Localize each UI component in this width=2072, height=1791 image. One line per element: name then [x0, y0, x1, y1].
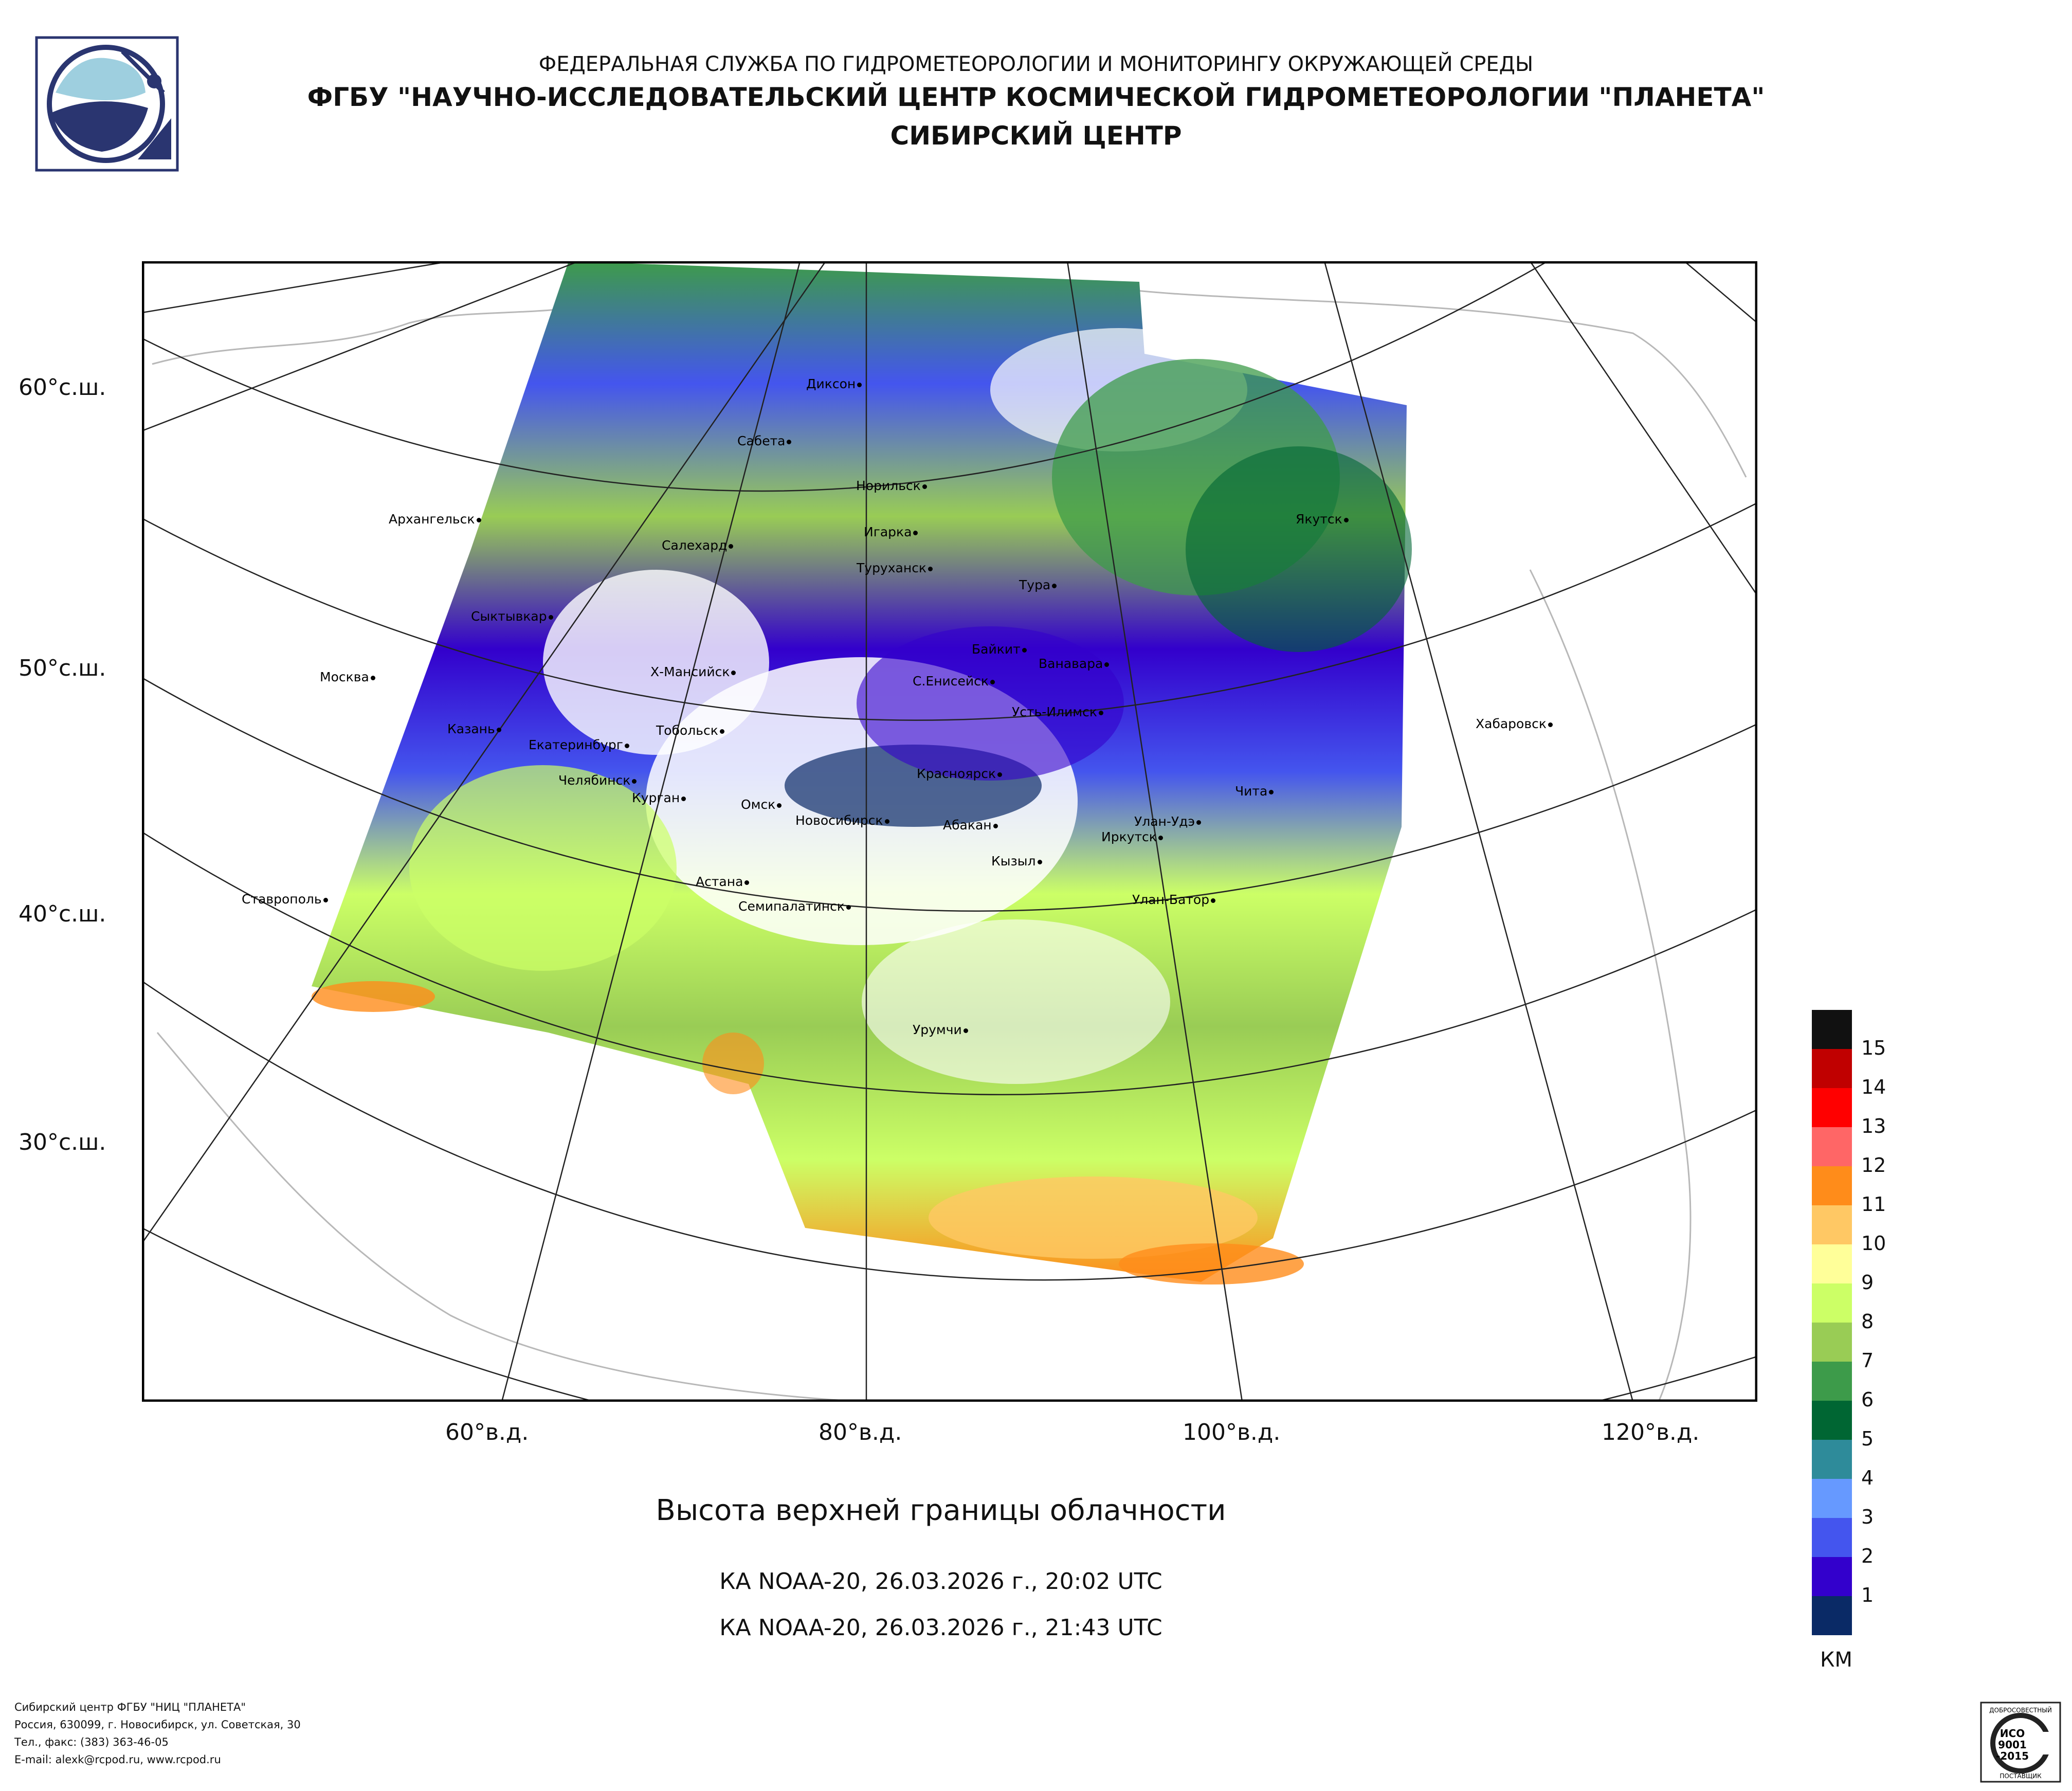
lon-label-120: 120°в.д.: [1602, 1419, 1700, 1445]
legend-swatch: [1812, 1283, 1852, 1323]
legend-label: 11: [1861, 1193, 1886, 1216]
legend-swatch: [1812, 1479, 1852, 1518]
lon-label-60: 60°в.д.: [445, 1419, 529, 1445]
legend-swatch: [1812, 1323, 1852, 1362]
legend-label: 13: [1861, 1115, 1886, 1137]
legend-swatch: [1812, 1127, 1852, 1166]
satellite-pass-2: КА NOAA-20, 26.03.2026 г., 21:43 UTC: [719, 1615, 1162, 1641]
city-label: Байкит: [972, 642, 1027, 657]
cert-line1: ИСО: [2000, 1727, 2025, 1740]
city-label: Норильск: [856, 478, 927, 493]
legend-label: 5: [1861, 1427, 1874, 1450]
city-label: Улан-Батор: [1132, 892, 1216, 907]
legend-swatch: [1812, 1010, 1852, 1049]
city-label: Урумчи: [913, 1022, 968, 1037]
legend-swatch: [1812, 1362, 1852, 1401]
footer-email: E-mail: alexk@rcpod.ru, www.rcpod.ru: [14, 1753, 221, 1766]
city-label: Чита: [1235, 784, 1274, 799]
city-label: Омск: [741, 797, 782, 812]
legend-swatch: [1812, 1440, 1852, 1479]
legend-label: 2: [1861, 1545, 1874, 1567]
city-label: Курган: [632, 790, 686, 805]
legend-swatch: [1812, 1166, 1852, 1205]
institute-title: ФГБУ "НАУЧНО-ИССЛЕДОВАТЕЛЬСКИЙ ЦЕНТР КОС…: [307, 82, 1765, 112]
city-label: Диксон: [806, 376, 862, 391]
city-label: Якутск: [1296, 512, 1349, 527]
city-label: Тобольск: [656, 723, 724, 738]
legend-swatch: [1812, 1401, 1852, 1440]
legend-label: 3: [1861, 1506, 1874, 1528]
legend-label: 1: [1861, 1584, 1874, 1606]
city-label: Казань: [447, 721, 501, 736]
lat-label-50: 50°с.ш.: [19, 655, 106, 681]
city-label: Улан-Удэ: [1134, 814, 1202, 829]
legend-label: 4: [1861, 1467, 1874, 1489]
lat-label-40: 40°с.ш.: [19, 901, 106, 927]
city-label: Екатеринбург: [529, 737, 629, 752]
footer-phone: Тел., факс: (383) 363-46-05: [14, 1736, 169, 1748]
city-label: Семипалатинск: [738, 899, 851, 914]
city-label: Москва: [320, 670, 375, 684]
city-label: Ставрополь: [242, 892, 328, 907]
city-label: С.Енисейск: [913, 674, 995, 689]
cert-top: ДОБРОСОВЕСТНЫЙ: [1989, 1706, 2052, 1714]
legend-swatch: [1812, 1518, 1852, 1557]
legend-label: 12: [1861, 1154, 1886, 1177]
city-label: Туруханск: [857, 560, 933, 575]
city-label: Красноярск: [917, 766, 1003, 781]
city-label: Новосибирск: [795, 813, 889, 828]
iso-certificate-badge: ДОБРОСОВЕСТНЫЙ ИСО 9001 -2015 ПОСТАВЩИК: [1980, 1702, 2061, 1783]
city-label: Сабета: [737, 433, 792, 448]
footer-address: Россия, 630099, г. Новосибирск, ул. Сове…: [14, 1718, 301, 1731]
city-label: Архангельск: [389, 512, 481, 527]
city-label: Иркутск: [1101, 829, 1163, 844]
legend-swatch: [1812, 1557, 1852, 1596]
lon-label-80: 80°в.д.: [819, 1419, 902, 1445]
lat-label-30: 30°с.ш.: [19, 1129, 106, 1155]
city-label: Ванавара: [1039, 656, 1110, 671]
legend-label: 6: [1861, 1388, 1874, 1411]
legend-label: 14: [1861, 1076, 1886, 1098]
city-label: Челябинск: [558, 773, 637, 788]
satellite-pass-1: КА NOAA-20, 26.03.2026 г., 20:02 UTC: [719, 1568, 1162, 1595]
city-label: Астана: [696, 874, 750, 889]
planeta-logo: [35, 36, 179, 172]
satellite-map: [142, 261, 1757, 1402]
city-label: Усть-Илимск: [1012, 704, 1103, 719]
footer-org: Сибирский центр ФГБУ "НИЦ "ПЛАНЕТА": [14, 1701, 246, 1713]
cert-line3: -2015: [1996, 1750, 2029, 1762]
city-label: Тура: [1019, 577, 1057, 592]
product-title: Высота верхней границы облачности: [656, 1494, 1226, 1527]
city-label: Абакан: [943, 818, 998, 833]
city-label: Х-Мансийск: [650, 664, 736, 679]
legend-label: 9: [1861, 1271, 1874, 1294]
legend-unit: КМ: [1820, 1648, 1852, 1672]
agency-title: ФЕДЕРАЛЬНАЯ СЛУЖБА ПО ГИДРОМЕТЕОРОЛОГИИ …: [538, 52, 1534, 76]
city-label: Салехард: [662, 538, 734, 553]
legend-swatch: [1812, 1088, 1852, 1127]
legend-swatch: [1812, 1205, 1852, 1244]
legend-swatch: [1812, 1244, 1852, 1283]
center-title: СИБИРСКИЙ ЦЕНТР: [890, 121, 1182, 151]
cert-bottom: ПОСТАВЩИК: [2000, 1772, 2042, 1780]
city-label: Хабаровск: [1476, 716, 1553, 731]
legend-label: 10: [1861, 1232, 1886, 1255]
legend-swatch: [1812, 1596, 1852, 1635]
lon-label-100: 100°в.д.: [1183, 1419, 1281, 1445]
cert-line2: 9001: [1998, 1739, 2027, 1751]
legend-label: 15: [1861, 1037, 1886, 1059]
city-label: Кызыл: [991, 854, 1042, 869]
city-label: Сыктывкар: [471, 609, 553, 624]
city-label: Игарка: [864, 524, 918, 539]
legend-colorbar: 15 14 13 12 11 10 9 8 7 6 5 4 3 2 1: [1812, 1010, 1886, 1635]
legend-swatch: [1812, 1049, 1852, 1088]
legend-label: 7: [1861, 1349, 1874, 1372]
legend-label: 8: [1861, 1310, 1874, 1333]
lat-label-60: 60°с.ш.: [19, 374, 106, 401]
